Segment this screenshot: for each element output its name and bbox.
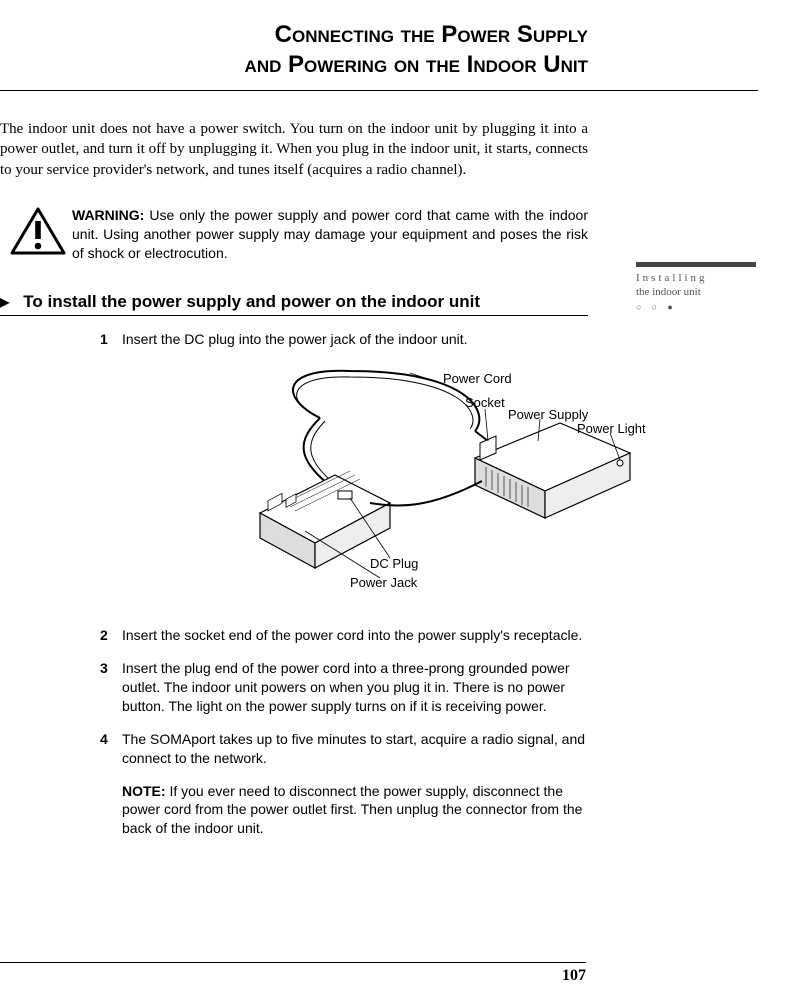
power-supply-diagram: Power Cord Socket Power Supply Power Lig… xyxy=(230,363,588,598)
warning-text: WARNING: Use only the power supply and p… xyxy=(72,206,588,263)
intro-paragraph: The indoor unit does not have a power sw… xyxy=(0,119,758,180)
sidebar-line2: the indoor unit xyxy=(636,285,756,299)
step-item: 4 The SOMAport takes up to five minutes … xyxy=(100,730,588,768)
step-number: 1 xyxy=(100,330,122,349)
triangle-bullet-icon: ▶ xyxy=(0,295,9,309)
page-number: 107 xyxy=(562,967,586,984)
warning-label: WARNING: xyxy=(72,207,144,223)
warning-block: WARNING: Use only the power supply and p… xyxy=(0,206,758,263)
label-power-cord: Power Cord xyxy=(443,371,512,386)
step-item: 1 Insert the DC plug into the power jack… xyxy=(100,330,588,349)
step-item: 3 Insert the plug end of the power cord … xyxy=(100,659,588,716)
page-title: Connecting the Power Supply and Powering… xyxy=(0,20,758,91)
section-subheading: ▶ To install the power supply and power … xyxy=(0,292,588,316)
sidebar-line1: Installing xyxy=(636,271,756,285)
step-number: 2 xyxy=(100,626,122,645)
label-power-light: Power Light xyxy=(577,421,646,436)
title-line-2: and Powering on the Indoor Unit xyxy=(0,50,588,80)
label-socket: Socket xyxy=(465,395,505,410)
step-text: The SOMAport takes up to five minutes to… xyxy=(122,730,588,768)
step-text: Insert the socket end of the power cord … xyxy=(122,626,588,645)
power-supply-shape xyxy=(370,423,630,518)
sidebar-dots: ○ ○ ● xyxy=(636,302,756,314)
title-line-1: Connecting the Power Supply xyxy=(0,20,588,50)
label-power-jack: Power Jack xyxy=(350,575,418,590)
subheading-text: To install the power supply and power on… xyxy=(23,292,480,312)
page-footer: 107 xyxy=(0,962,586,985)
indoor-unit-shape xyxy=(260,471,390,568)
note-text: If you ever need to disconnect the power… xyxy=(122,783,582,837)
step-text: Insert the plug end of the power cord in… xyxy=(122,659,588,716)
step-text: Insert the DC plug into the power jack o… xyxy=(122,330,588,349)
step-number: 3 xyxy=(100,659,122,716)
sidebar-note: Installing the indoor unit ○ ○ ● xyxy=(636,262,756,313)
label-dc-plug: DC Plug xyxy=(370,556,418,571)
warning-body: Use only the power supply and power cord… xyxy=(72,207,588,261)
note-paragraph: NOTE: If you ever need to disconnect the… xyxy=(122,782,588,839)
step-item: 2 Insert the socket end of the power cor… xyxy=(100,626,588,645)
note-label: NOTE: xyxy=(122,783,166,799)
label-power-supply: Power Supply xyxy=(508,407,589,422)
sidebar-bar xyxy=(636,262,756,267)
steps-list: 1 Insert the DC plug into the power jack… xyxy=(0,330,758,838)
warning-icon xyxy=(0,206,72,263)
step-number: 4 xyxy=(100,730,122,768)
